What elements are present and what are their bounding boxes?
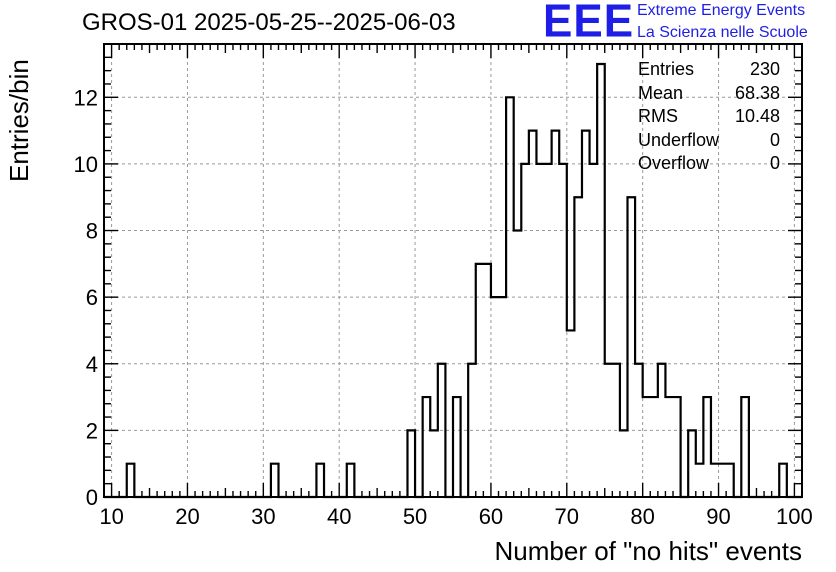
stat-label: RMS [638, 106, 678, 126]
histogram-bin [703, 397, 711, 497]
x-tick-label: 100 [776, 504, 813, 529]
y-tick-label: 12 [74, 85, 98, 110]
histogram-bin [711, 464, 719, 497]
histogram-bin [423, 397, 431, 497]
stat-underflow: Underflow 0 [638, 129, 780, 153]
histogram-bin [476, 264, 484, 497]
histogram-bin [726, 464, 734, 497]
y-tick-label: 2 [86, 418, 98, 443]
histogram-bin [271, 464, 279, 497]
stat-rms: RMS 10.48 [638, 105, 780, 129]
histogram-bin [590, 164, 598, 497]
histogram-bin [597, 64, 605, 497]
y-tick-label: 6 [86, 285, 98, 310]
histogram-bin [499, 297, 507, 497]
x-axis-label: Number of "no hits" events [494, 536, 803, 566]
histogram-bin [544, 164, 552, 497]
x-tick-label: 90 [706, 504, 730, 529]
stat-mean: Mean 68.38 [638, 82, 780, 106]
histogram-bin [779, 464, 787, 497]
stat-value: 10.48 [734, 106, 780, 126]
histogram-bin [491, 297, 499, 497]
y-tick-label: 10 [74, 152, 98, 177]
histogram-bin [628, 197, 636, 497]
x-tick-label: 10 [99, 504, 123, 529]
histogram-bin [483, 264, 491, 497]
x-tick-label: 50 [403, 504, 427, 529]
histogram-bin [582, 131, 590, 497]
histogram-bin [127, 464, 135, 497]
y-axis-label: Entries/bin [4, 59, 34, 182]
stat-value: 0 [769, 129, 780, 150]
histogram-bin [574, 197, 582, 497]
stats-box: Entries 230 Mean 68.38 RMS 10.48 Underflow 0… [638, 58, 780, 176]
histogram-bin [696, 464, 704, 497]
stat-label: Mean [638, 82, 684, 103]
histogram-bin [665, 397, 673, 497]
stat-label: Underflow [638, 129, 720, 150]
x-tick-label: 20 [175, 504, 199, 529]
stat-label: Overflow [638, 153, 710, 173]
stat-label: Entries [638, 59, 695, 79]
chart-title: GROS-01 2025-05-25--2025-06-03 [82, 9, 456, 36]
histogram-bin [430, 430, 438, 497]
x-tick-label: 40 [327, 504, 351, 529]
histogram-bin [567, 330, 575, 497]
stat-value: 68.38 [734, 82, 780, 103]
histogram-bin [453, 397, 461, 497]
stat-value: 0 [769, 153, 780, 173]
x-tick-label: 80 [630, 504, 654, 529]
histogram-bin [521, 164, 529, 497]
histogram-bin [688, 430, 696, 497]
y-tick-label: 4 [86, 352, 98, 377]
histogram-bin [316, 464, 324, 497]
stat-value: 230 [749, 59, 780, 79]
histogram-bin [529, 131, 537, 497]
histogram-bin [536, 164, 544, 497]
x-tick-label: 60 [479, 504, 503, 529]
histogram-bin [650, 397, 658, 497]
histogram-bin [673, 397, 681, 497]
histogram-bin [407, 430, 415, 497]
axes: 10 20 30 40 50 60 70 80 90 100 0 2 4 6 8 10 12 [74, 43, 813, 529]
stat-entries: Entries 230 [638, 58, 780, 82]
eee-logo: EEE [543, 0, 635, 48]
histogram-bin [643, 397, 651, 497]
histogram-bin [559, 164, 567, 497]
stat-overflow: Overflow 0 [638, 152, 780, 176]
logo-line1: Extreme Energy Events [637, 2, 806, 19]
x-tick-label: 30 [251, 504, 275, 529]
histogram-bin [620, 430, 628, 497]
histogram-bin [552, 131, 560, 497]
logo-line2: La Scienza nelle Scuole [637, 24, 808, 41]
histogram-bin [719, 464, 727, 497]
histogram-bin [347, 464, 355, 497]
y-tick-label: 0 [86, 485, 98, 510]
x-tick-label: 70 [555, 504, 579, 529]
histogram-bin [741, 397, 749, 497]
y-tick-label: 8 [86, 219, 98, 244]
